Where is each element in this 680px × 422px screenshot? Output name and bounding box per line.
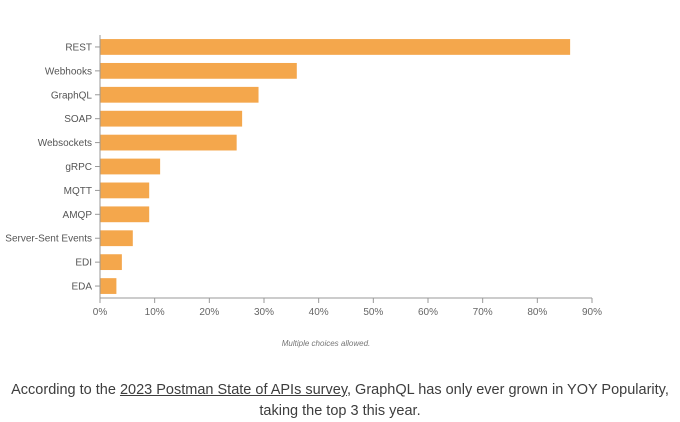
x-tick-label: 60% [418, 307, 438, 318]
bar-amqp [100, 206, 150, 223]
category-label: Webhooks [45, 66, 92, 77]
x-tick-label: 70% [473, 307, 493, 318]
bar-mqtt [100, 182, 150, 199]
category-label: REST [65, 42, 92, 53]
bar-websockets [100, 134, 237, 151]
bar-webhooks [100, 62, 297, 79]
x-tick-label: 80% [527, 307, 547, 318]
x-tick-label: 90% [582, 307, 602, 318]
category-label: gRPC [65, 162, 92, 173]
bar-grpc [100, 158, 161, 175]
category-label: EDA [71, 282, 92, 293]
bar-edi [100, 254, 122, 271]
x-tick-label: 0% [93, 307, 108, 318]
category-label: AMQP [63, 210, 93, 221]
survey-link[interactable]: 2023 Postman State of APIs survey [119, 382, 347, 398]
category-label: Websockets [38, 138, 92, 149]
caption: According to the 2023 Postman State of A… [0, 380, 680, 422]
bar-rest [100, 39, 571, 55]
caption-prefix: According to the [11, 382, 120, 398]
category-label: EDI [75, 258, 92, 269]
bar-eda [100, 278, 117, 294]
category-label: Server-Sent Events [5, 234, 92, 245]
x-tick-label: 20% [199, 307, 219, 318]
chart-note: Multiple choices allowed. [282, 339, 371, 348]
bar-server-sent-events [100, 230, 133, 247]
x-tick-label: 50% [363, 307, 383, 318]
bar-soap [100, 110, 243, 127]
x-tick-label: 30% [254, 307, 274, 318]
x-tick-label: 40% [309, 307, 329, 318]
category-label: SOAP [64, 114, 92, 125]
chart-svg: REST Webhooks GraphQL SOAP Websockets gRPC MQT… [5, 35, 602, 348]
caption-suffix: , GraphQL has only ever grown in YOY Pop… [259, 382, 669, 419]
category-label: MQTT [64, 186, 92, 197]
category-label: GraphQL [51, 90, 93, 101]
bar-chart: REST Webhooks GraphQL SOAP Websockets gRPC MQT… [5, 35, 602, 348]
x-tick-label: 10% [145, 307, 165, 318]
bar-graphql [100, 86, 259, 103]
